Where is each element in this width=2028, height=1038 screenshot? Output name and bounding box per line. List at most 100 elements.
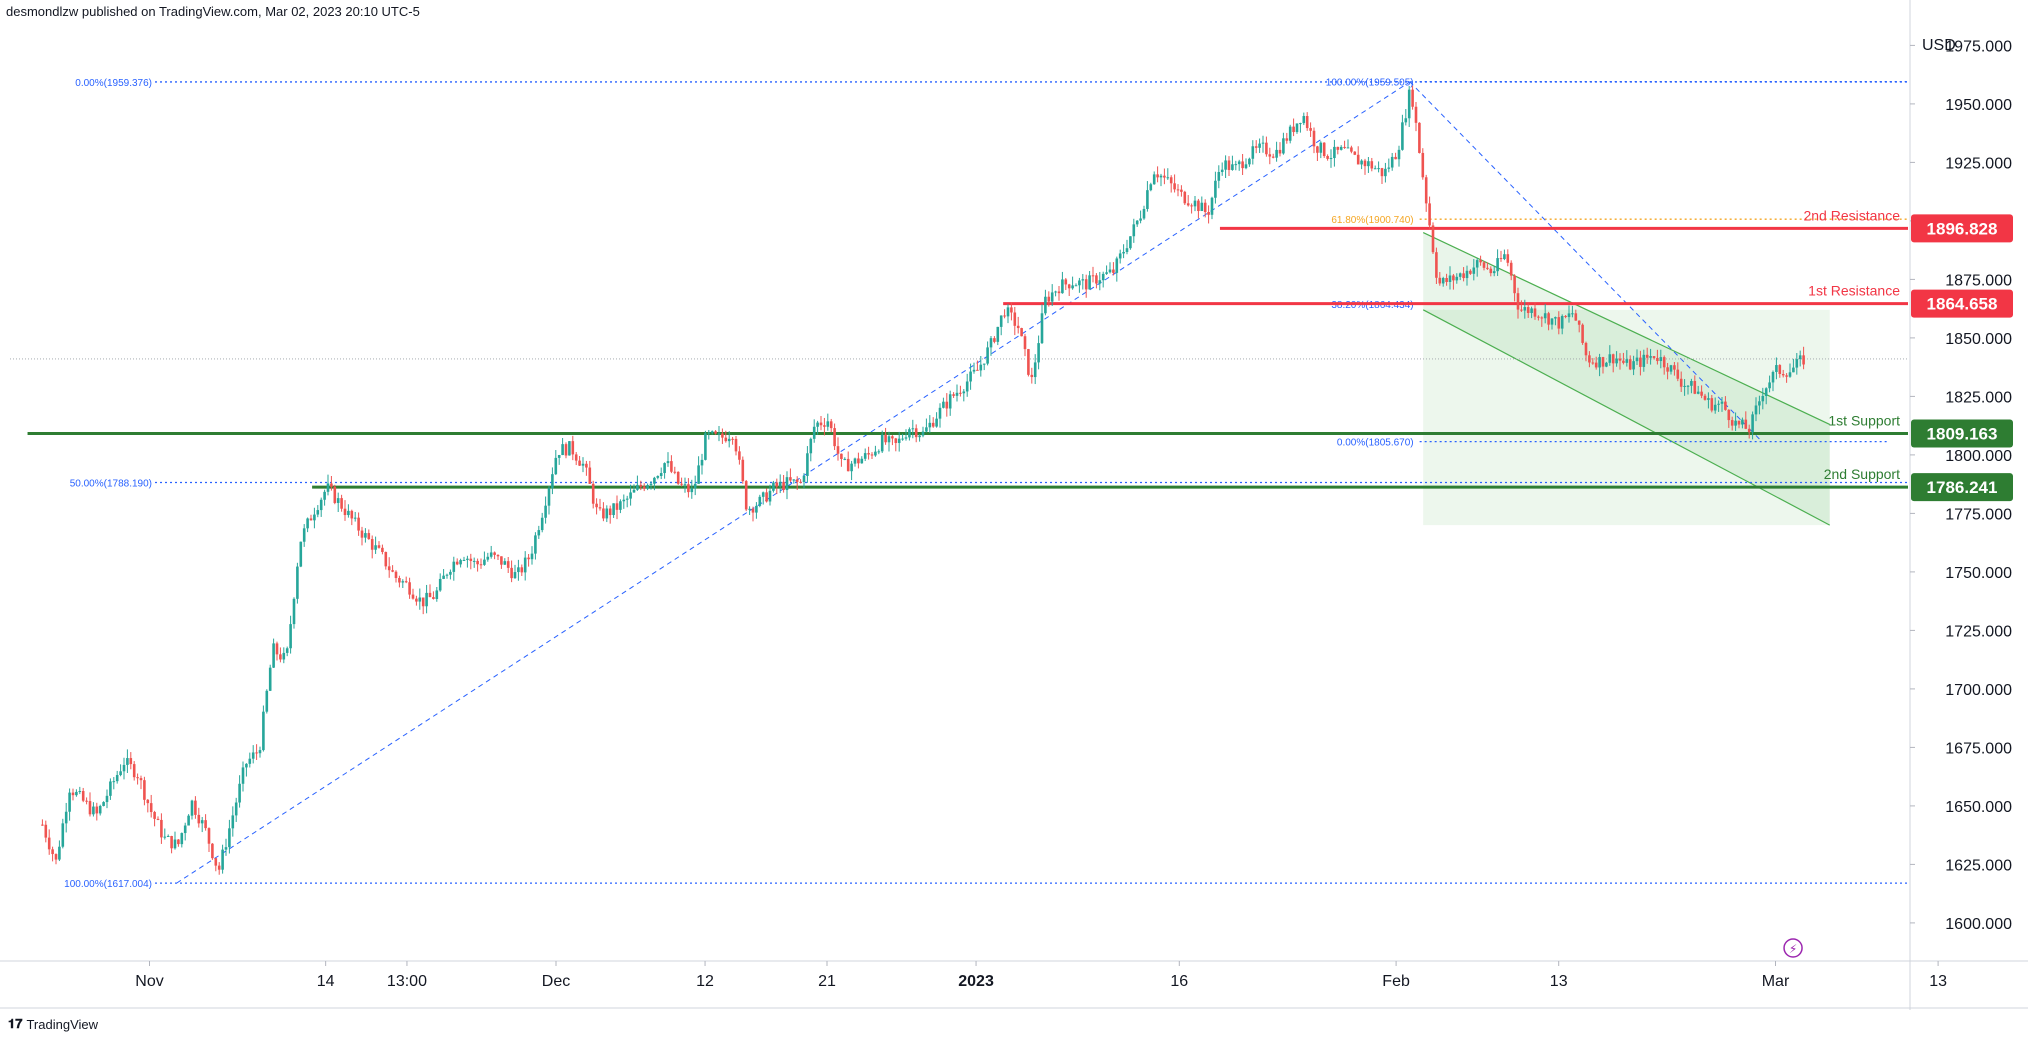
candle-body [1329, 158, 1333, 160]
candle-body [231, 815, 235, 829]
candle-body [1635, 357, 1639, 362]
candle-body [265, 690, 269, 712]
candle-body [510, 567, 513, 579]
candle-body [211, 843, 214, 859]
candle-body [1795, 359, 1799, 368]
candle-body [58, 846, 61, 860]
candle-body [666, 461, 670, 464]
candle-body [1713, 404, 1717, 411]
candle-body [350, 510, 354, 519]
candle-body [1540, 317, 1544, 319]
candle-body [476, 560, 479, 565]
candle-body [296, 566, 299, 599]
candle-body [1142, 208, 1146, 219]
y-tick-label: 1600.000 [1945, 916, 2012, 933]
candle-body [982, 363, 986, 365]
candle-body [442, 575, 445, 579]
candle-body [897, 438, 901, 444]
candle-body [1516, 293, 1520, 310]
candle-body [1241, 161, 1244, 169]
candle-body [945, 401, 949, 409]
candle-body [1778, 365, 1782, 374]
candle-body [336, 498, 340, 503]
candle-body [836, 446, 840, 454]
candle-body [170, 836, 173, 849]
candle-body [1227, 160, 1231, 170]
candle-body [1254, 146, 1258, 148]
y-tick-label: 1825.000 [1945, 389, 2012, 406]
candle-body [112, 781, 116, 783]
candle-body [772, 482, 775, 491]
price-tags: 1896.828 1864.658 1809.163 1786.241 [1911, 214, 2013, 502]
candle-body [602, 508, 605, 519]
candle-body [1139, 218, 1142, 221]
candle-body [1003, 315, 1006, 317]
candle-body [819, 422, 823, 426]
candlesticks [41, 85, 1805, 875]
candle-body [47, 837, 51, 850]
candle-body [364, 533, 367, 538]
candle-body [1251, 146, 1255, 159]
candle-body [1632, 361, 1635, 370]
y-tick-label: 1850.000 [1945, 331, 2012, 348]
candle-body [1166, 177, 1170, 179]
candle-body [272, 643, 275, 668]
candle-body [1333, 146, 1336, 159]
candle-body [727, 438, 731, 442]
candle-body [588, 467, 592, 484]
candle-body [554, 457, 558, 475]
candle-body [857, 458, 860, 464]
candle-body [585, 463, 588, 468]
candle-body [663, 463, 666, 474]
candle-body [693, 483, 697, 489]
candle-body [918, 435, 921, 438]
candle-body [520, 567, 524, 573]
candle-body [88, 801, 92, 815]
candle-body [969, 371, 972, 382]
y-tick-label: 1800.000 [1945, 448, 2012, 465]
candle-body [156, 818, 160, 820]
candle-body [282, 652, 286, 660]
candle-body [143, 780, 146, 800]
candle-body [1431, 225, 1435, 253]
candle-body [938, 407, 942, 419]
candle-body [92, 806, 95, 815]
candle-body [1608, 354, 1612, 363]
candle-body [1656, 357, 1659, 362]
candle-body [1686, 385, 1690, 387]
candle-body [1496, 258, 1499, 272]
candle-body [904, 437, 908, 439]
candle-body [1666, 367, 1669, 372]
candle-body [608, 508, 612, 516]
candle-body [605, 508, 609, 519]
candle-body [330, 483, 333, 487]
support-resistance-levels: 2nd Resistance 1st Resistance 1st Support 2… [10, 207, 1908, 489]
candle-body [1098, 280, 1102, 284]
candle-body [421, 597, 425, 607]
candle-body [1081, 279, 1085, 281]
candle-body [748, 508, 751, 510]
level-label: 1st Support [1828, 412, 1900, 428]
x-tick-label: Dec [542, 973, 570, 990]
candle-body [850, 463, 853, 472]
y-tick-label: 1925.000 [1945, 155, 2012, 172]
candle-body [415, 598, 418, 602]
candle-body [1438, 277, 1442, 284]
candle-body [483, 559, 486, 565]
candle-body [1163, 175, 1166, 178]
candle-body [758, 496, 762, 506]
fib-down-level-label: 38.20%(1864.434) [1331, 300, 1413, 311]
candle-body [1418, 122, 1421, 153]
candle-body [204, 820, 207, 829]
candle-body [357, 517, 360, 531]
candle-body [809, 438, 813, 454]
candle-body [1302, 116, 1306, 124]
candle-body [1261, 142, 1265, 144]
candle-body [1492, 271, 1496, 274]
candle-body [435, 590, 439, 599]
candle-body [928, 422, 932, 428]
candle-body [1401, 122, 1404, 150]
candle-body [1557, 317, 1561, 329]
candle-body [646, 485, 649, 489]
